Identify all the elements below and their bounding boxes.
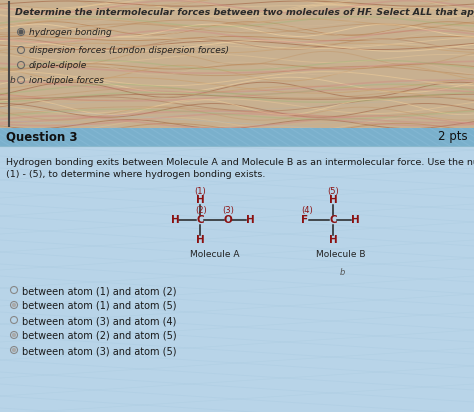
Text: (3): (3) bbox=[222, 206, 234, 215]
Text: Determine the intermolecular forces between two molecules of HF. Select ALL that: Determine the intermolecular forces betw… bbox=[15, 8, 474, 17]
FancyBboxPatch shape bbox=[0, 128, 474, 412]
Text: H: H bbox=[351, 215, 359, 225]
Text: dipole-dipole: dipole-dipole bbox=[29, 61, 87, 70]
Text: (1) - (5), to determine where hydrogen bonding exists.: (1) - (5), to determine where hydrogen b… bbox=[6, 170, 265, 179]
Text: H: H bbox=[328, 235, 337, 245]
Text: H: H bbox=[328, 195, 337, 205]
Circle shape bbox=[19, 30, 23, 34]
Text: C: C bbox=[196, 215, 204, 225]
Text: O: O bbox=[224, 215, 232, 225]
Text: H: H bbox=[171, 215, 179, 225]
Circle shape bbox=[12, 333, 16, 337]
Text: b: b bbox=[10, 76, 16, 85]
Circle shape bbox=[12, 304, 16, 307]
Text: dispersion forces (London dispersion forces): dispersion forces (London dispersion for… bbox=[29, 46, 229, 55]
Text: H: H bbox=[196, 235, 204, 245]
Text: 2 pts: 2 pts bbox=[438, 130, 468, 143]
Text: (5): (5) bbox=[327, 187, 339, 196]
Text: Molecule B: Molecule B bbox=[316, 250, 366, 259]
Text: between atom (3) and atom (5): between atom (3) and atom (5) bbox=[22, 346, 176, 356]
Text: H: H bbox=[196, 195, 204, 205]
Text: (2): (2) bbox=[195, 206, 207, 215]
Text: between atom (2) and atom (5): between atom (2) and atom (5) bbox=[22, 331, 177, 341]
FancyBboxPatch shape bbox=[0, 0, 474, 128]
Text: (1): (1) bbox=[194, 187, 206, 196]
Text: between atom (3) and atom (4): between atom (3) and atom (4) bbox=[22, 316, 176, 326]
Circle shape bbox=[12, 349, 16, 351]
Text: H: H bbox=[246, 215, 255, 225]
Text: between atom (1) and atom (2): between atom (1) and atom (2) bbox=[22, 286, 176, 296]
Text: C: C bbox=[329, 215, 337, 225]
Text: Hydrogen bonding exits between Molecule A and Molecule B as an intermolecular fo: Hydrogen bonding exits between Molecule … bbox=[6, 158, 474, 167]
Text: between atom (1) and atom (5): between atom (1) and atom (5) bbox=[22, 301, 176, 311]
Text: Molecule A: Molecule A bbox=[190, 250, 240, 259]
FancyBboxPatch shape bbox=[0, 128, 474, 146]
Text: Question 3: Question 3 bbox=[6, 130, 78, 143]
Text: b: b bbox=[340, 268, 346, 277]
Text: hydrogen bonding: hydrogen bonding bbox=[29, 28, 112, 37]
Text: ion-dipole forces: ion-dipole forces bbox=[29, 76, 104, 85]
Text: (4): (4) bbox=[301, 206, 313, 215]
Text: F: F bbox=[301, 215, 309, 225]
